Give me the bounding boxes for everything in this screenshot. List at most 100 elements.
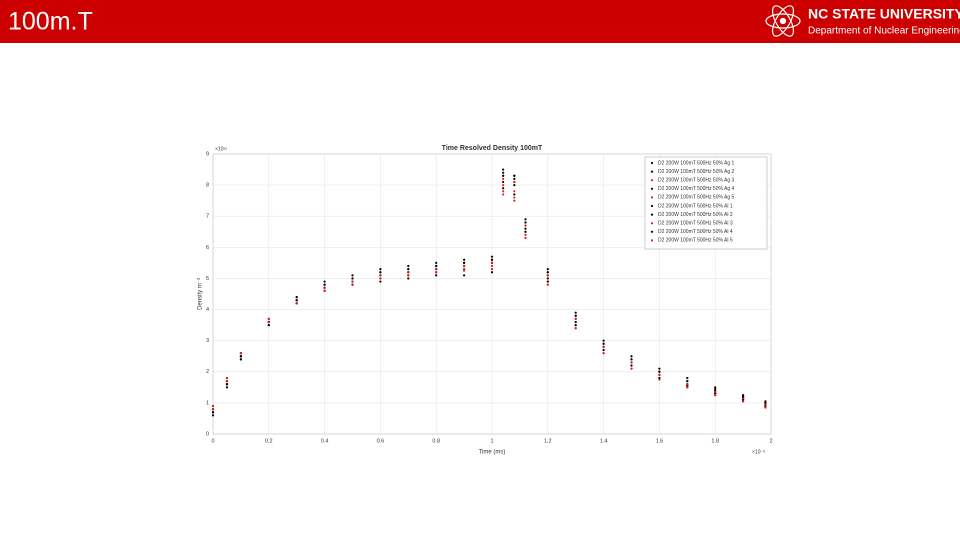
data-point [630, 364, 633, 367]
data-point [686, 384, 689, 387]
legend-box [644, 156, 768, 250]
data-point [435, 274, 438, 277]
y-tick-label: 8 [206, 183, 209, 189]
data-point [463, 258, 466, 261]
data-point [502, 190, 505, 193]
y-tick-label: 9 [206, 151, 209, 157]
chart-title: Time Resolved Density 100mT [442, 145, 543, 152]
x-tick-label: 1.6 [656, 438, 664, 444]
data-point [513, 180, 516, 184]
data-point [502, 180, 505, 184]
data-point [602, 345, 605, 348]
data-point [574, 327, 577, 330]
data-point [764, 403, 767, 406]
legend-marker [650, 204, 654, 208]
data-point [435, 271, 438, 274]
legend-marker [650, 161, 654, 165]
x-tick-label: 0.4 [321, 438, 329, 444]
data-point [574, 311, 577, 314]
legend-label: D2 200W 100mT 500Hz 50% Al 2 [658, 212, 733, 218]
data-point [714, 392, 717, 395]
y-tick-label: 0 [206, 431, 209, 437]
data-point [295, 299, 298, 302]
data-point [524, 221, 527, 224]
data-point [686, 376, 689, 380]
data-point [742, 395, 745, 398]
y-tick-label: 7 [206, 214, 209, 220]
data-point [658, 376, 661, 380]
data-point [658, 373, 661, 376]
data-point [490, 268, 494, 271]
data-point [524, 227, 527, 230]
legend-marker [650, 170, 654, 173]
y-tick-label: 3 [206, 338, 209, 344]
x-tick-label: 0.6 [377, 438, 385, 444]
legend-label: D2 200W 100mT 500Hz 50% Al 1 [658, 203, 733, 209]
x-multiplier: ×10⁻³ [752, 449, 765, 455]
data-point [463, 261, 466, 264]
x-tick-label: 1.4 [600, 438, 608, 444]
data-point [211, 414, 215, 417]
data-point [267, 324, 270, 327]
data-point [658, 367, 661, 370]
data-point [513, 190, 516, 193]
data-point [435, 261, 438, 264]
data-point [658, 370, 661, 373]
data-point [502, 193, 505, 196]
y-tick-label: 6 [206, 245, 209, 251]
data-point [513, 177, 516, 180]
legend-label: D2 200W 100mT 500Hz 50% Ag 1 [658, 160, 735, 166]
data-point [239, 352, 242, 355]
legend-label: D2 200W 100mT 500Hz 50% Ag 3 [658, 178, 735, 184]
x-tick-label: 0.2 [265, 438, 273, 444]
data-point [323, 289, 326, 292]
data-point [764, 406, 767, 409]
legend-marker [650, 213, 654, 216]
data-point [211, 408, 215, 411]
x-axis-label: Time (ms) [479, 450, 506, 456]
data-point [546, 271, 549, 274]
legend-marker [650, 179, 654, 182]
data-point [742, 394, 745, 397]
data-point [524, 230, 527, 233]
logo-name: NC STATE UNIVERSITY [808, 6, 960, 22]
data-point [502, 177, 505, 180]
data-point [490, 264, 494, 268]
data-point [714, 390, 717, 394]
data-point [658, 378, 661, 381]
data-point [225, 380, 229, 383]
legend-marker [650, 196, 654, 199]
data-point [513, 196, 516, 199]
data-point [225, 383, 229, 386]
data-point [463, 268, 466, 271]
data-point [686, 383, 689, 386]
data-point [714, 386, 717, 389]
data-point [435, 268, 438, 271]
legend-marker [650, 230, 654, 233]
data-point [574, 314, 577, 317]
data-point [630, 361, 633, 364]
data-point [435, 264, 438, 268]
data-point [211, 404, 215, 408]
legend-marker [650, 187, 654, 190]
data-point [630, 358, 633, 361]
data-point [546, 283, 549, 286]
data-point [351, 274, 354, 277]
data-point [630, 367, 633, 370]
legend-label: D2 200W 100mT 500Hz 50% Ag 2 [658, 169, 735, 175]
data-point [407, 271, 410, 274]
data-point [295, 296, 298, 299]
legend: D2 200W 100mT 500Hz 50% Ag 1 D2 200W 100m… [644, 156, 768, 250]
data-point [225, 376, 229, 380]
x-tick-label: 0 [211, 438, 214, 444]
data-point [524, 224, 527, 227]
data-point [267, 320, 270, 324]
data-point [742, 400, 745, 403]
data-point [630, 355, 633, 358]
data-point [524, 218, 527, 221]
legend-label: D2 200W 100mT 500Hz 50% Al 4 [658, 229, 733, 235]
data-point [714, 387, 717, 390]
data-point [379, 280, 382, 283]
